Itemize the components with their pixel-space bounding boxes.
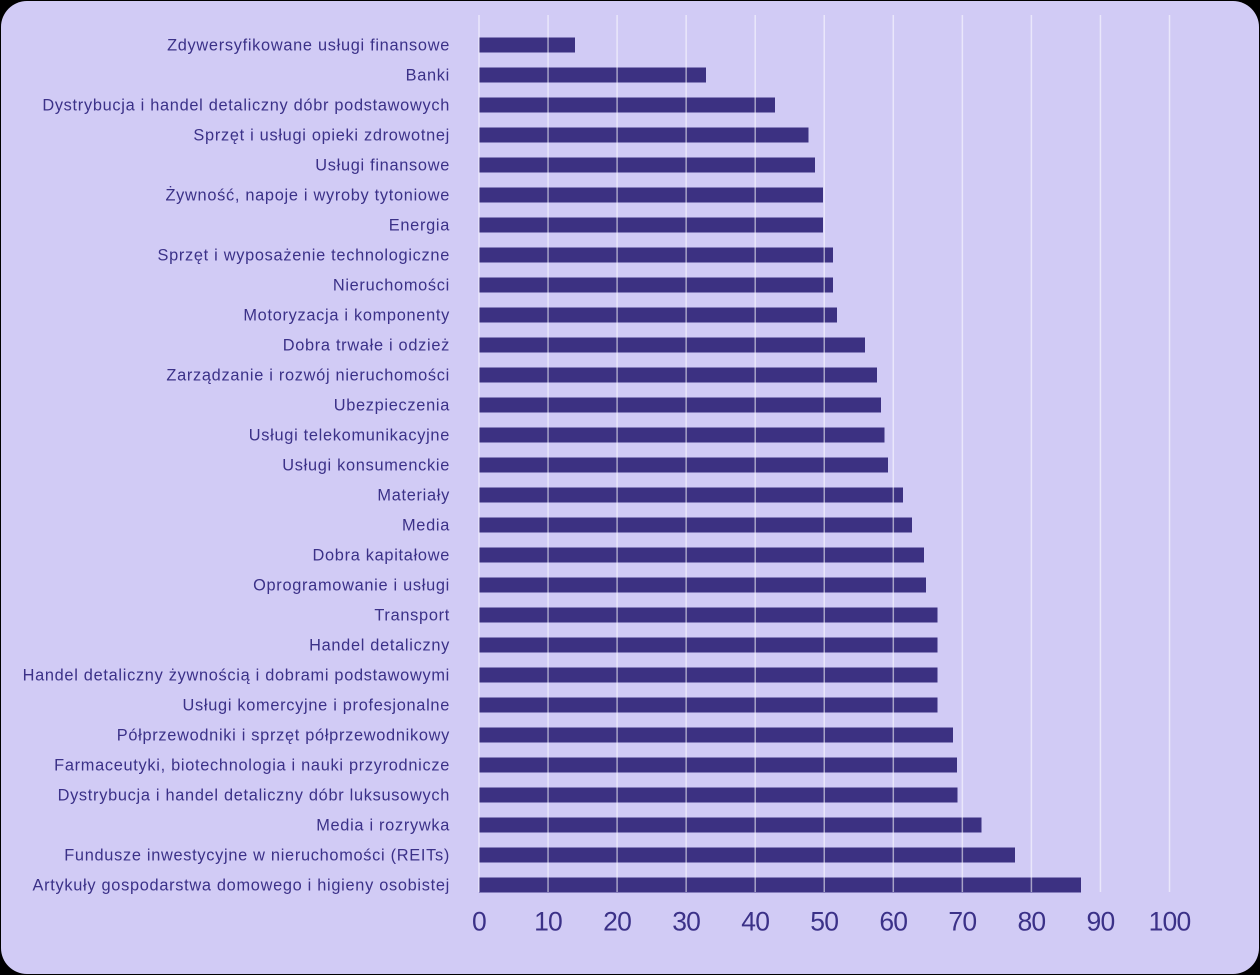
svg-text:Usługi finansowe: Usługi finansowe — [315, 157, 450, 175]
svg-text:80: 80 — [1017, 907, 1045, 937]
svg-text:20: 20 — [603, 907, 631, 937]
svg-text:Zdywersyfikowane usługi finans: Zdywersyfikowane usługi finansowe — [167, 37, 450, 55]
svg-text:Handel detaliczny: Handel detaliczny — [309, 637, 450, 655]
svg-text:Fundusze inwestycyjne w nieruc: Fundusze inwestycyjne w nieruchomości (R… — [64, 847, 450, 865]
svg-text:Nieruchomości: Nieruchomości — [333, 277, 450, 295]
svg-text:Banki: Banki — [406, 67, 450, 85]
svg-text:Sprzęt i wyposażenie technolog: Sprzęt i wyposażenie technologiczne — [157, 247, 450, 265]
svg-text:10: 10 — [534, 907, 562, 937]
svg-text:Dystrybucja i handel detaliczn: Dystrybucja i handel detaliczny dóbr pod… — [42, 97, 450, 115]
svg-text:Handel detaliczny żywnością i: Handel detaliczny żywnością i dobrami po… — [23, 667, 450, 685]
svg-text:Sprzęt i usługi opieki zdrowot: Sprzęt i usługi opieki zdrowotnej — [193, 127, 450, 145]
svg-text:Energia: Energia — [389, 217, 450, 235]
svg-text:Media i rozrywka: Media i rozrywka — [316, 817, 450, 835]
svg-text:30: 30 — [672, 907, 700, 937]
svg-text:Usługi telekomunikacyjne: Usługi telekomunikacyjne — [249, 427, 450, 445]
svg-text:Usługi konsumenckie: Usługi konsumenckie — [282, 457, 450, 475]
svg-text:Dystrybucja i handel detaliczn: Dystrybucja i handel detaliczny dóbr luk… — [58, 787, 450, 805]
svg-text:Transport: Transport — [374, 607, 450, 625]
svg-text:Farmaceutyki, biotechnologia i: Farmaceutyki, biotechnologia i nauki prz… — [54, 757, 450, 775]
svg-text:60: 60 — [879, 907, 907, 937]
svg-text:Usługi komercyjne i profesjona: Usługi komercyjne i profesjonalne — [183, 697, 450, 715]
svg-text:50: 50 — [810, 907, 838, 937]
svg-text:Oprogramowanie i usługi: Oprogramowanie i usługi — [253, 577, 450, 595]
svg-text:40: 40 — [741, 907, 769, 937]
svg-text:Dobra kapitałowe: Dobra kapitałowe — [313, 547, 450, 565]
svg-text:Dobra trwałe i odzież: Dobra trwałe i odzież — [283, 337, 450, 355]
svg-text:0: 0 — [472, 907, 486, 937]
svg-text:Motoryzacja i komponenty: Motoryzacja i komponenty — [243, 307, 450, 325]
svg-text:90: 90 — [1087, 907, 1115, 937]
svg-text:Ubezpieczenia: Ubezpieczenia — [334, 397, 451, 415]
svg-text:Półprzewodniki i sprzęt półprz: Półprzewodniki i sprzęt półprzewodnikowy — [117, 727, 450, 745]
svg-text:Materiały: Materiały — [377, 487, 450, 505]
svg-text:Media: Media — [402, 517, 450, 535]
svg-text:Zarządzanie i rozwój nieruchom: Zarządzanie i rozwój nieruchomości — [166, 367, 450, 385]
svg-text:70: 70 — [948, 907, 976, 937]
svg-text:Żywność, napoje i wyroby tyton: Żywność, napoje i wyroby tytoniowe — [165, 186, 450, 205]
svg-text:Artykuły gospodarstwa domowego: Artykuły gospodarstwa domowego i higieny… — [33, 877, 450, 895]
svg-text:100: 100 — [1149, 907, 1191, 937]
